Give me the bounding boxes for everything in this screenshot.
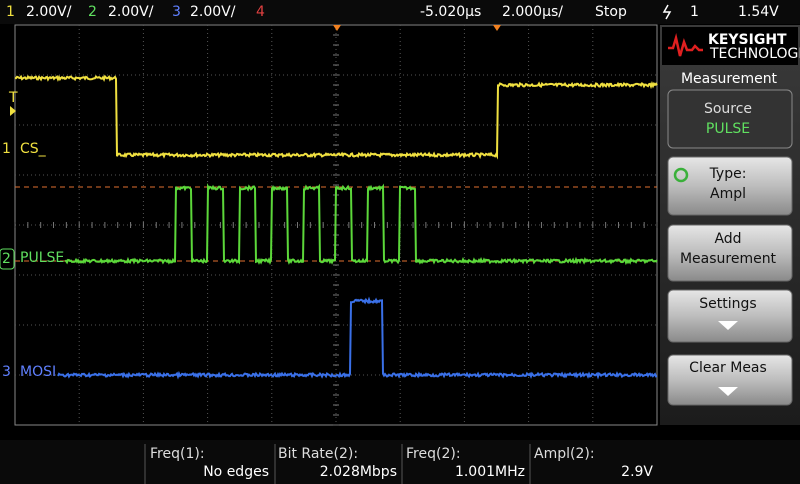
waveform <box>64 183 658 266</box>
softkey-label: Settings <box>699 296 756 312</box>
brand-sub: TECHNOLOGIES <box>709 46 800 62</box>
softkey-label: Clear Meas <box>689 360 767 376</box>
softkey[interactable]: Type: Ampl <box>667 156 793 216</box>
trigger-edge-icon <box>662 4 672 20</box>
measurement-name: Ampl(2): <box>534 446 595 462</box>
ch2-scale: 2.00V/ <box>108 4 154 20</box>
softkey[interactable]: Source PULSE <box>667 89 793 149</box>
channel-marker: 2 <box>2 251 11 267</box>
measurement-bar <box>0 440 800 484</box>
ch3-label: 3 <box>172 4 181 20</box>
softkey-bg[interactable] <box>667 289 793 343</box>
channel-label: MOSI <box>20 364 56 380</box>
softkey-bg[interactable] <box>667 89 793 149</box>
channel-label: CS_ <box>20 141 47 157</box>
waveforms <box>14 74 658 380</box>
measurements: Freq(1): No edges Bit Rate(2): 2.028Mbps… <box>144 444 653 484</box>
submenu-arrow <box>718 321 738 330</box>
measurement-value: 1.001MHz <box>455 464 525 480</box>
trigger-level-marker: T <box>8 90 18 106</box>
brand-logo <box>668 33 703 57</box>
measurement-name: Bit Rate(2): <box>278 446 358 462</box>
softkey-label: Type: <box>709 166 747 182</box>
timebase: 2.000µs/ <box>502 4 563 20</box>
softkey[interactable]: Settings <box>667 289 793 343</box>
softkey-label: Add <box>714 231 741 247</box>
delay: -5.020µs <box>420 4 481 20</box>
brand: KEYSIGHT <box>708 32 787 48</box>
channel-marker: 3 <box>2 364 11 380</box>
trigger-source: 1 <box>690 4 699 20</box>
trigger-level: 1.54V <box>738 4 779 20</box>
softkey-bg[interactable] <box>667 354 793 406</box>
channel-marker: 1 <box>2 141 11 157</box>
menu-title: Measurement <box>681 71 778 87</box>
trigger-point-marker <box>493 25 501 31</box>
top-bar-texts: 1 2.00V/ 2 2.00V/ 3 2.00V/ 4 -5.020µs 2.… <box>6 4 779 20</box>
waveform <box>14 74 658 160</box>
knob-icon <box>673 167 689 183</box>
softkey-label: Source <box>704 101 752 117</box>
measurement-name: Freq(2): <box>406 446 461 462</box>
softkey[interactable]: Clear Meas <box>667 354 793 406</box>
measurement-value: 2.028Mbps <box>320 464 397 480</box>
trigger-level-arrow <box>10 106 16 116</box>
measurement-value: No edges <box>203 464 269 480</box>
active-channel-box <box>0 248 15 270</box>
ch1-scale: 2.00V/ <box>26 4 72 20</box>
softkey-bg[interactable] <box>667 224 793 282</box>
run-state: Stop <box>595 4 627 20</box>
ch3-scale: 2.00V/ <box>190 4 236 20</box>
measurement-name: Freq(1): <box>150 446 205 462</box>
delay-marker <box>333 25 341 31</box>
ch1-label: 1 <box>6 4 15 20</box>
softkey-value: PULSE <box>706 121 750 137</box>
softkey-bg[interactable] <box>667 156 793 216</box>
submenu-arrow <box>718 387 738 396</box>
ch2-label: 2 <box>88 4 97 20</box>
softkey-value: Ampl <box>710 186 746 202</box>
channel-label: PULSE <box>20 250 64 266</box>
channel-labels: 1 CS_ 2 PULSE 3 MOSI <box>0 141 64 380</box>
measurement-value: 2.9V <box>621 464 653 480</box>
softkey[interactable]: Add Measurement <box>667 224 793 282</box>
ch4-label: 4 <box>256 4 265 20</box>
softkey-value: Measurement <box>680 251 777 267</box>
waveform <box>57 296 658 380</box>
